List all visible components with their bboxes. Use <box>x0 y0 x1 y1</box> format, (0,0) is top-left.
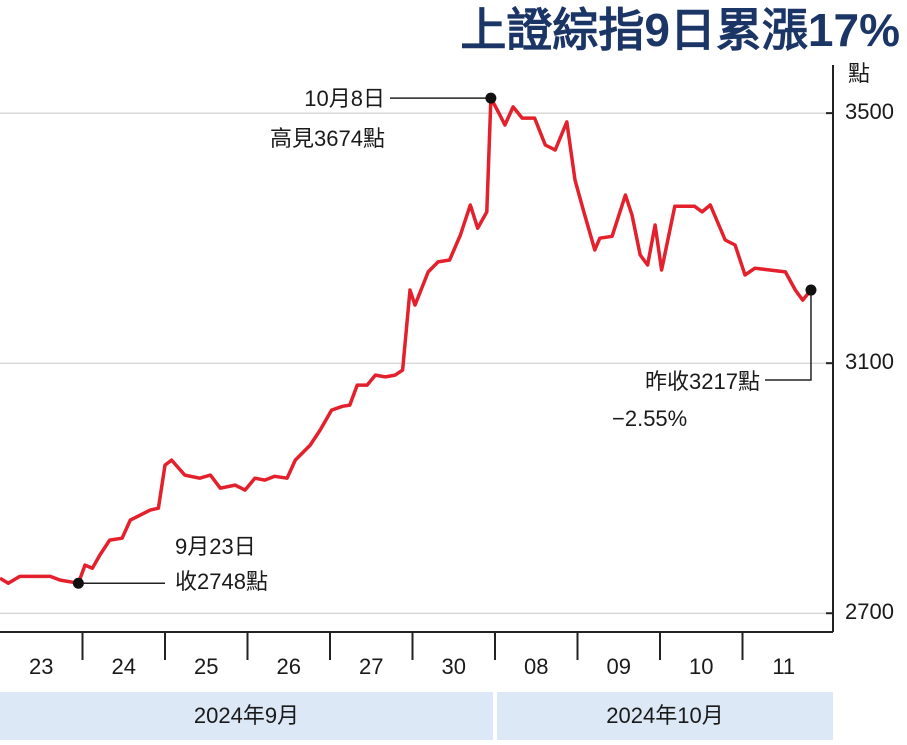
y-tick-label: 3100 <box>845 349 894 374</box>
point-marker <box>485 92 497 104</box>
month-label: 2024年9月 <box>194 703 299 728</box>
leader-line <box>765 290 812 381</box>
x-tick-label: 27 <box>359 654 383 679</box>
x-tick-label: 23 <box>29 654 53 679</box>
x-tick-label: 30 <box>442 654 466 679</box>
annotation-text: 10月8日 <box>304 86 385 111</box>
x-tick-label: 10 <box>689 654 713 679</box>
y-unit: 點 <box>848 61 870 86</box>
x-tick-label: 11 <box>772 654 795 679</box>
point-marker <box>805 284 817 296</box>
x-tick-label: 08 <box>524 654 548 679</box>
month-label: 2024年10月 <box>606 703 723 728</box>
x-tick-label: 25 <box>194 654 218 679</box>
y-tick-label: 2700 <box>845 599 894 624</box>
x-tick-label: 24 <box>112 654 136 679</box>
annotation-text: −2.55% <box>612 406 687 431</box>
annotation-text: 昨收3217點 <box>645 369 760 394</box>
point-marker <box>72 577 84 589</box>
annotation-text: 9月23日 <box>175 534 256 559</box>
month-band <box>497 692 833 740</box>
annotation-text: 高見3674點 <box>270 126 385 151</box>
x-tick-label: 09 <box>607 654 631 679</box>
x-tick-label: 26 <box>277 654 301 679</box>
month-band <box>0 692 493 740</box>
y-tick-label: 3500 <box>845 99 894 124</box>
chart-title: 上證綜指9日累漲17% <box>460 4 900 56</box>
annotation-text: 收2748點 <box>175 569 268 594</box>
price-line <box>0 96 813 585</box>
